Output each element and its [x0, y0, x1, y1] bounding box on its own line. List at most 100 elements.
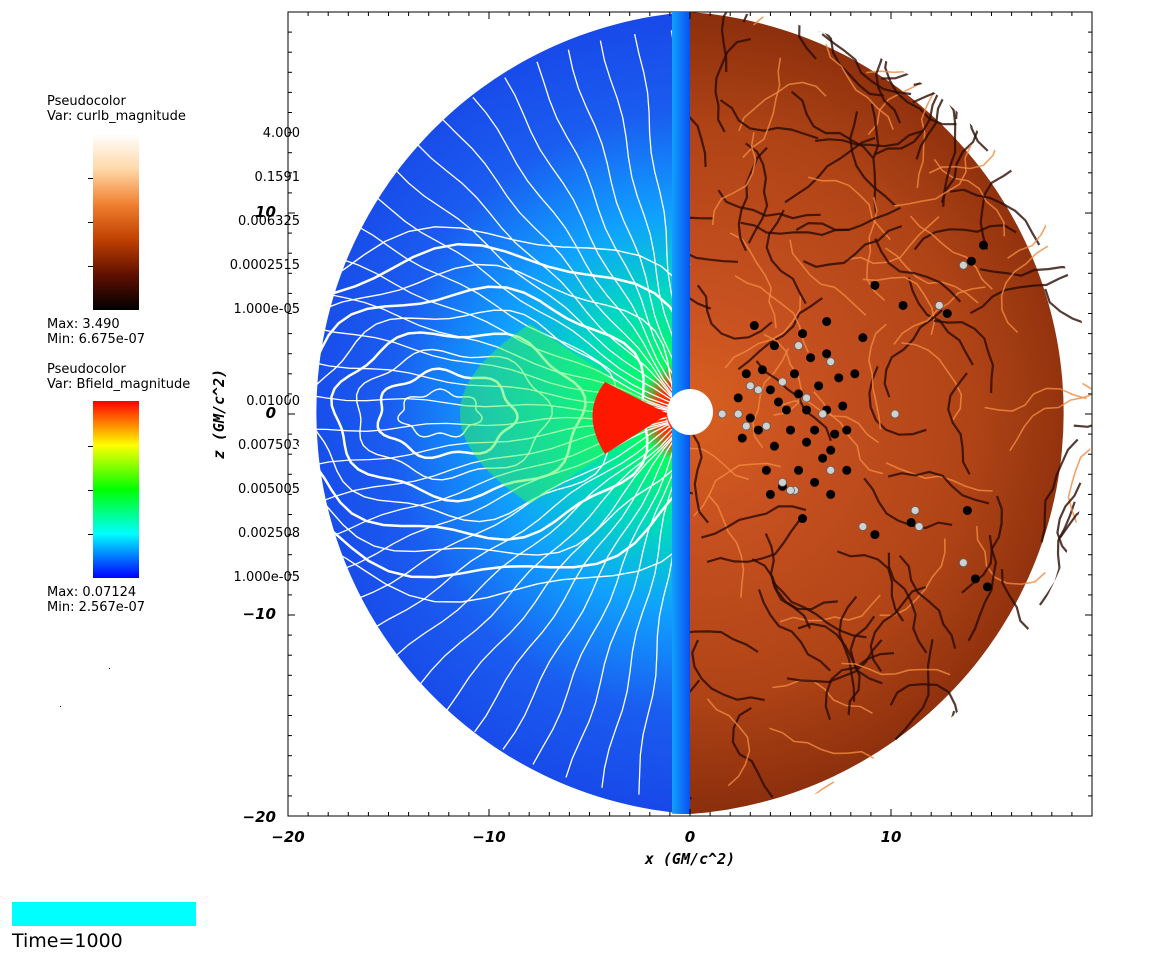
particle-black: [757, 365, 767, 375]
filament: [1052, 623, 1092, 664]
particle-black: [733, 393, 743, 403]
y-tick-label: −20: [243, 808, 276, 826]
particle-black: [769, 441, 779, 451]
legend-bfield-colorbar: [93, 401, 139, 578]
filament: [720, 10, 753, 72]
particle-black: [749, 321, 759, 331]
particle-white: [958, 558, 968, 568]
particle-black: [798, 329, 808, 339]
particle-black: [826, 489, 836, 499]
y-axis-label: z (GM/c^2): [210, 369, 228, 459]
particle-black: [962, 505, 972, 515]
filament: [988, 10, 1062, 54]
field-line: [339, 422, 669, 572]
particle-black: [765, 385, 775, 395]
particle-black: [822, 317, 832, 327]
filament: [933, 158, 1006, 237]
x-tick-label: 10: [881, 828, 902, 846]
particle-white: [802, 393, 811, 403]
particle-black: [737, 433, 747, 443]
legend-bfield-tick: 0.007503: [237, 438, 300, 453]
filament: [779, 594, 881, 623]
filament: [797, 622, 883, 685]
filament: [691, 639, 765, 702]
filament: [898, 554, 957, 649]
filament: [893, 286, 986, 345]
particle-black: [966, 256, 976, 266]
particle-black: [773, 397, 783, 407]
filament: [745, 142, 769, 244]
filament: [969, 272, 1073, 315]
filament: [793, 781, 835, 814]
field-loop: [288, 242, 690, 579]
filament: [825, 43, 894, 130]
field-line: [536, 61, 683, 393]
filament: [724, 295, 802, 369]
filament: [757, 589, 831, 672]
filament: [885, 462, 993, 492]
x-tick-label: −10: [472, 828, 505, 846]
filament: [693, 462, 781, 517]
filament: [868, 365, 927, 436]
filament: [690, 287, 712, 310]
filament: [706, 519, 801, 563]
peak-field-region: [592, 382, 668, 454]
filament: [821, 33, 912, 96]
time-label: Time=1000: [12, 930, 123, 952]
filament: [958, 773, 1045, 814]
y-tick-label: 0: [266, 404, 276, 422]
filament: [729, 232, 777, 329]
particle-black: [942, 309, 952, 318]
filament: [701, 505, 807, 539]
filament: [942, 97, 957, 207]
filament: [1031, 619, 1061, 723]
filament: [1042, 10, 1092, 37]
filament: [949, 188, 1041, 246]
field-line: [373, 194, 672, 401]
filament: [790, 90, 874, 159]
particle-black: [741, 369, 751, 379]
particle-black: [858, 333, 868, 343]
particle-black: [753, 425, 763, 435]
particle-black: [870, 280, 880, 290]
filament: [807, 176, 891, 241]
filament: [913, 224, 1017, 251]
filament: [1036, 136, 1078, 219]
particle-black: [822, 349, 832, 359]
particle-black: [761, 465, 771, 475]
field-line: [474, 433, 678, 733]
filament: [901, 342, 963, 421]
filament: [863, 477, 953, 530]
filament: [1000, 245, 1049, 334]
field-line: [371, 425, 671, 630]
filament: [1079, 153, 1092, 172]
particle-white: [934, 301, 944, 310]
particle-white: [914, 522, 924, 531]
field-line: [325, 292, 668, 409]
particle-black: [769, 341, 779, 351]
legend-bfield-tick: 1.000e-05: [233, 570, 300, 585]
legend-bfield-tick: 0.002508: [237, 526, 300, 541]
filament: [706, 698, 751, 787]
particle-white: [858, 522, 868, 531]
field-line: [472, 96, 677, 396]
particle-white: [778, 477, 787, 487]
filament: [707, 494, 745, 598]
filament: [838, 595, 858, 702]
filament: [752, 348, 790, 449]
filament: [976, 525, 1046, 586]
particle-black: [810, 425, 820, 435]
filament: [967, 534, 998, 642]
filament: [814, 130, 923, 148]
filament: [1029, 36, 1092, 66]
field-line: [442, 119, 676, 398]
field-loop: [397, 388, 483, 438]
filament: [1033, 659, 1092, 724]
filament: [869, 586, 926, 672]
field-line: [445, 431, 677, 712]
legend-curlb-var: Var: curlb_magnitude: [47, 109, 186, 124]
filament: [946, 766, 1031, 814]
filament: [870, 103, 880, 215]
particle-black: [806, 353, 816, 363]
particle-black: [870, 530, 880, 540]
